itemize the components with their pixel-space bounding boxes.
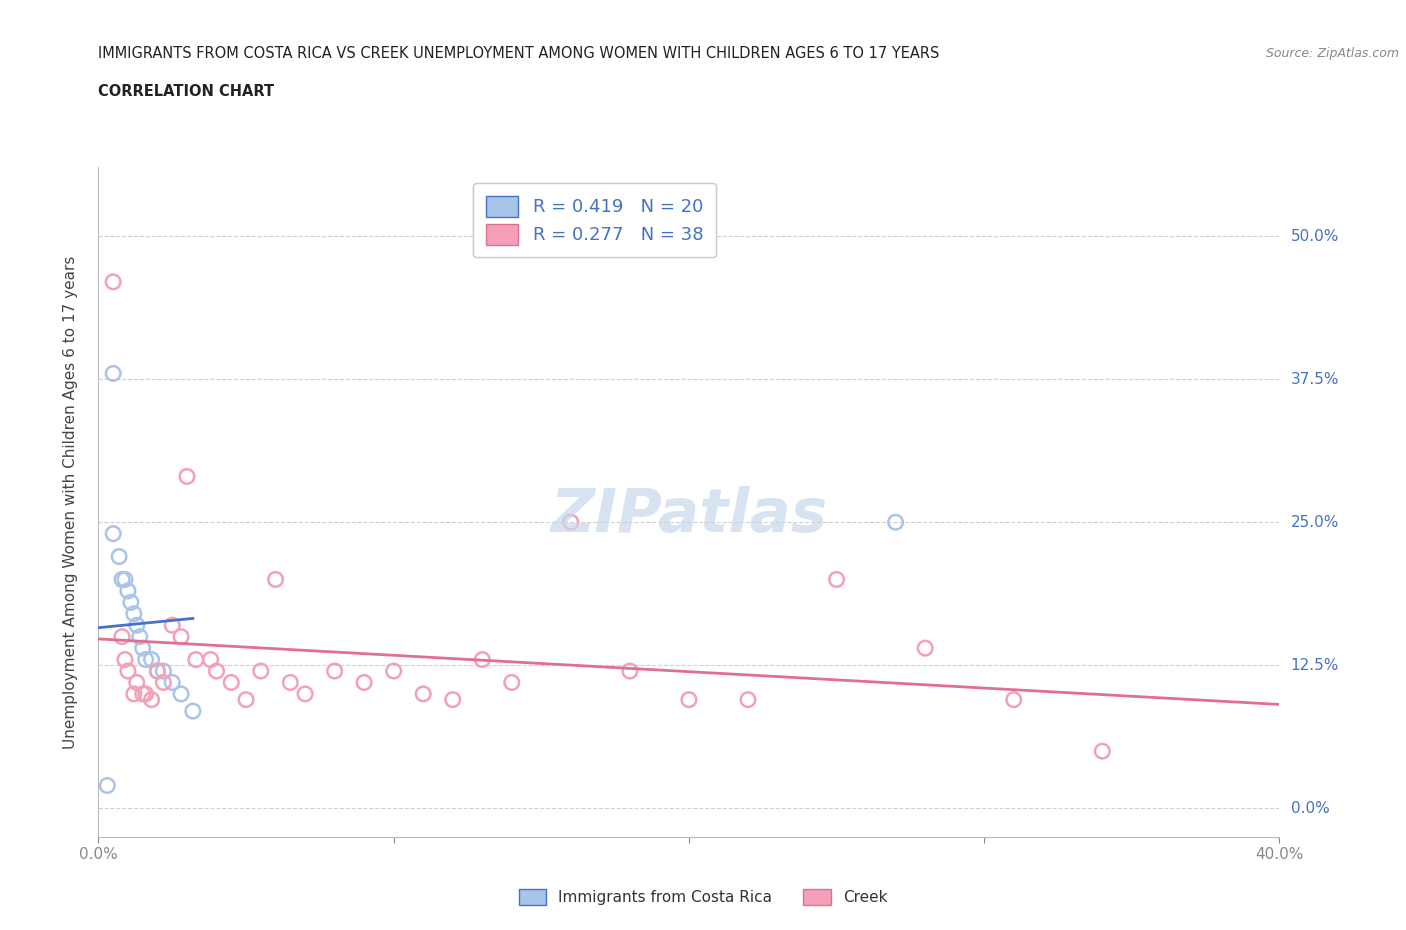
Point [501, 675, 523, 690]
Text: Source: ZipAtlas.com: Source: ZipAtlas.com [1265, 46, 1399, 60]
Point [146, 664, 169, 679]
Point [294, 686, 316, 701]
Point [884, 515, 907, 530]
Point [235, 692, 257, 707]
Point [264, 572, 287, 587]
Point [114, 652, 136, 667]
Point [250, 664, 273, 679]
Point [152, 664, 174, 679]
Point [132, 641, 155, 656]
Point [205, 664, 228, 679]
Legend: R = 0.419   N = 20, R = 0.277   N = 38: R = 0.419 N = 20, R = 0.277 N = 38 [472, 183, 716, 258]
Point [184, 652, 207, 667]
Text: 12.5%: 12.5% [1291, 658, 1339, 672]
Point [219, 675, 242, 690]
Point [619, 664, 641, 679]
Point [1091, 744, 1114, 759]
Point [103, 526, 125, 541]
Point [162, 618, 183, 632]
Point [181, 704, 204, 719]
Point [108, 549, 131, 564]
Point [96, 778, 118, 793]
Point [128, 630, 150, 644]
Point [135, 652, 157, 667]
Point [122, 606, 145, 621]
Point [176, 469, 198, 484]
Point [412, 686, 434, 701]
Text: CORRELATION CHART: CORRELATION CHART [98, 84, 274, 99]
Point [737, 692, 759, 707]
Point [278, 675, 302, 690]
Text: 25.0%: 25.0% [1291, 514, 1339, 530]
Y-axis label: Unemployment Among Women with Children Ages 6 to 17 years: Unemployment Among Women with Children A… [63, 256, 77, 749]
Point [560, 515, 582, 530]
Text: 0.0%: 0.0% [1291, 801, 1329, 816]
Point [117, 583, 139, 598]
Text: ZIPatlas: ZIPatlas [550, 486, 828, 545]
Point [678, 692, 700, 707]
Point [323, 664, 346, 679]
Point [152, 675, 174, 690]
Point [103, 274, 125, 289]
Point [353, 675, 375, 690]
Point [200, 652, 222, 667]
Text: 37.5%: 37.5% [1291, 372, 1339, 387]
Point [471, 652, 494, 667]
Point [114, 572, 136, 587]
Legend: Immigrants from Costa Rica, Creek: Immigrants from Costa Rica, Creek [512, 882, 894, 913]
Point [1002, 692, 1025, 707]
Point [135, 686, 157, 701]
Point [441, 692, 464, 707]
Point [146, 664, 169, 679]
Point [141, 652, 163, 667]
Text: 50.0%: 50.0% [1291, 229, 1339, 244]
Point [170, 630, 193, 644]
Point [111, 630, 134, 644]
Point [111, 572, 134, 587]
Point [122, 686, 145, 701]
Point [120, 595, 142, 610]
Point [162, 675, 183, 690]
Point [382, 664, 405, 679]
Point [125, 618, 148, 632]
Point [103, 366, 125, 381]
Point [132, 686, 155, 701]
Point [914, 641, 936, 656]
Point [117, 664, 139, 679]
Text: IMMIGRANTS FROM COSTA RICA VS CREEK UNEMPLOYMENT AMONG WOMEN WITH CHILDREN AGES : IMMIGRANTS FROM COSTA RICA VS CREEK UNEM… [98, 46, 939, 61]
Point [170, 686, 193, 701]
Point [141, 692, 163, 707]
Point [125, 675, 148, 690]
Point [825, 572, 848, 587]
